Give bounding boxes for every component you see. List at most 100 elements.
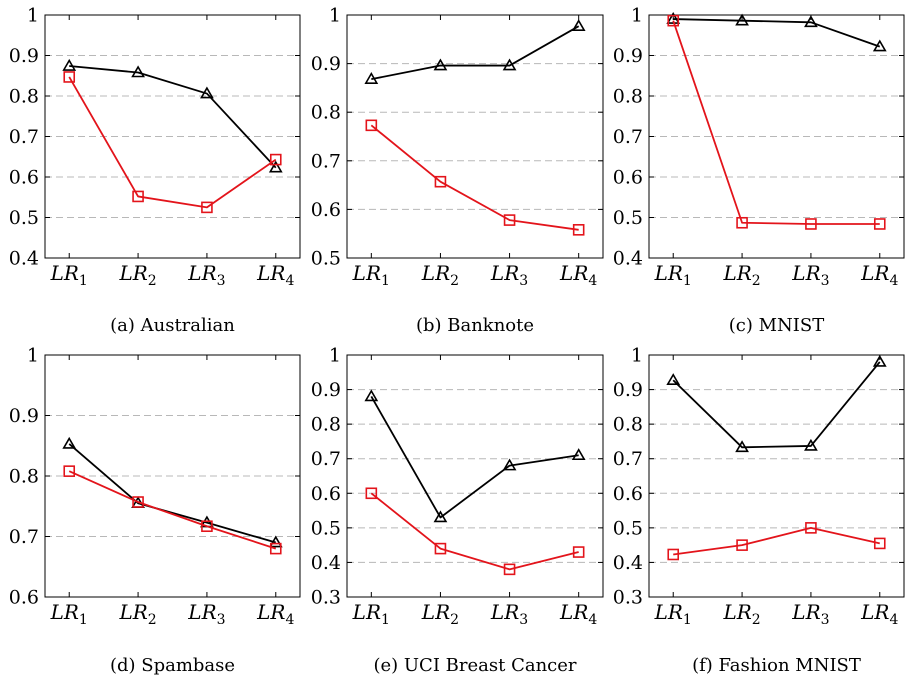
data-point-square [269,542,282,555]
series-line [672,20,880,225]
x-tick-label-subscript: 1 [79,273,88,289]
plot-frame [346,354,604,598]
data-point-square [736,539,748,551]
chart-caption: (a) Australian [110,315,235,336]
data-point-square [132,496,144,508]
x-tick-label-main: LR [860,600,889,624]
x-tick-label: LR4 [256,600,294,628]
data-point-triangle [131,65,145,78]
plot-frame [44,354,301,598]
y-tick-label: 0.8 [311,414,341,436]
x-tick-label-subscript: 3 [821,273,830,289]
x-tick-label: LR4 [559,600,597,628]
y-tick-label: 0.9 [311,379,341,401]
data-point-square [63,465,76,477]
data-point-triangle [433,510,448,523]
x-tick-label-subscript: 1 [381,273,390,289]
x-tick-label-subscript: 4 [285,612,294,628]
x-tick-label-subscript: 2 [450,612,459,628]
y-tick-label: 0.3 [311,587,341,609]
x-tick-label-main: LR [791,261,820,285]
series-line [371,25,580,81]
data-point-square [365,487,378,500]
y-tick-label: 0.8 [613,414,643,436]
data-point-triangle [872,354,887,367]
chart-caption: (d) Spambase [110,655,235,676]
y-tick-label: 0.6 [311,199,341,221]
series-line [370,492,579,571]
y-tick-label: 0.8 [9,466,39,488]
x-tick-label-main: LR [118,600,147,624]
x-tick-label-subscript: 4 [588,612,597,628]
y-tick-label: 0.6 [9,587,39,609]
chart-caption: (f) Fashion MNIST [692,655,861,676]
data-point-square [201,520,213,533]
y-tick-label: 0.5 [613,517,643,539]
x-tick-label-subscript: 2 [148,273,157,289]
x-tick-label: LR3 [490,261,528,289]
chart-caption: (c) MNIST [729,315,824,336]
x-tick-label: LR2 [722,600,760,628]
x-tick-label: LR1 [50,600,88,628]
x-tick-label: LR1 [654,261,692,289]
y-tick-label: 0.6 [311,483,341,505]
x-tick-label: LR3 [187,261,225,289]
plot-frame [44,14,301,259]
x-tick-label-subscript: 2 [752,612,761,628]
x-tick-label: LR2 [421,261,459,289]
x-tick-label-subscript: 1 [683,273,692,289]
x-tick-label-subscript: 3 [519,612,528,628]
y-tick-label: 0.6 [613,167,643,189]
x-tick-label-main: LR [421,600,450,624]
x-tick-label-subscript: 3 [217,273,226,289]
x-tick-label-subscript: 3 [217,612,226,628]
data-point-square [365,119,378,132]
x-tick-label-subscript: 2 [148,612,157,628]
x-tick-label-subscript: 4 [285,273,294,289]
data-point-triangle [735,13,749,26]
x-tick-label-main: LR [352,261,381,285]
y-tick-label: 1 [27,345,39,367]
x-tick-label-main: LR [722,600,751,624]
data-point-square [572,546,585,558]
series-line [68,443,277,544]
x-tick-label-main: LR [352,600,381,624]
x-tick-label-main: LR [421,261,450,285]
y-tick-label: 0.9 [311,53,341,75]
x-tick-label: LR1 [352,261,390,289]
x-tick-label-main: LR [654,600,683,624]
data-point-triangle [571,448,586,461]
data-point-square [63,71,76,83]
x-tick-label-main: LR [654,261,683,285]
plot-frame [648,354,905,598]
y-tick-label: 1 [631,5,643,27]
x-tick-label: LR4 [860,261,898,289]
chart-caption: (b) Banknote [416,315,534,336]
x-tick-label-main: LR [559,261,588,285]
data-point-square [503,214,516,226]
data-point-square [873,218,886,230]
series-line [68,76,277,209]
data-point-triangle [364,389,379,402]
y-tick-label: 0.7 [311,150,341,172]
data-point-triangle [502,458,517,471]
data-point-triangle [62,436,77,449]
y-tick-label: 0.5 [311,517,341,539]
data-point-square [736,216,748,229]
x-tick-label-subscript: 4 [889,612,898,628]
y-tick-label: 0.7 [9,526,39,548]
series-line [370,396,579,519]
y-tick-label: 0.7 [613,448,643,470]
data-point-triangle [200,86,214,99]
y-tick-label: 1 [631,345,643,367]
y-tick-label: 0.7 [613,126,643,148]
data-point-triangle [502,58,517,71]
y-tick-label: 0.7 [9,126,39,148]
x-tick-label-subscript: 1 [79,612,88,628]
x-tick-label: LR1 [50,261,88,289]
x-tick-label-subscript: 4 [588,273,597,289]
x-tick-label-main: LR [118,261,147,285]
